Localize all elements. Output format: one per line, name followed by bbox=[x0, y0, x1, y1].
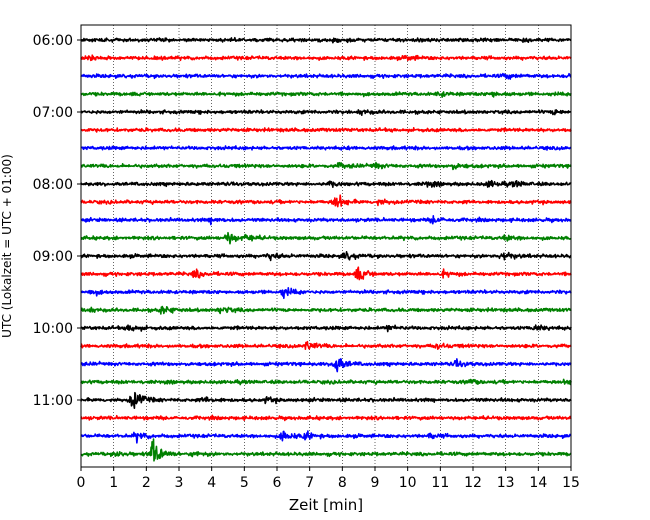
plot-frame bbox=[80, 24, 572, 468]
trace-0630 bbox=[80, 72, 572, 80]
y-tick-label-0700: 07:00 bbox=[33, 105, 73, 121]
x-tick-label-12: 12 bbox=[464, 475, 482, 491]
y-tick-label-1000: 10:00 bbox=[33, 321, 73, 337]
x-tick-label-6: 6 bbox=[273, 475, 282, 491]
trace-1130 bbox=[80, 430, 572, 444]
trace-0915 bbox=[80, 266, 572, 281]
trace-0645 bbox=[80, 91, 572, 98]
x-tick-label-4: 4 bbox=[207, 475, 216, 491]
x-tick-label-11: 11 bbox=[431, 475, 449, 491]
x-tick-label-0: 0 bbox=[77, 475, 86, 491]
x-tick-label-2: 2 bbox=[142, 475, 151, 491]
x-tick-label-1: 1 bbox=[109, 475, 118, 491]
trace-1115 bbox=[80, 414, 572, 422]
x-axis-label: Zeit [min] bbox=[289, 496, 363, 514]
x-axis-ticks: 0 1 2 3 4 5 6 7 8 9 10 11 12 13 14 15 bbox=[77, 467, 580, 491]
trace-0600 bbox=[80, 36, 572, 44]
x-tick-label-8: 8 bbox=[338, 475, 347, 491]
x-tick-label-5: 5 bbox=[240, 475, 249, 491]
y-axis-label: UTC (Lokalzeit = UTC + 01:00) bbox=[0, 154, 14, 338]
trace-0800 bbox=[80, 179, 572, 189]
trace-1030 bbox=[80, 358, 572, 373]
trace-0700 bbox=[80, 109, 572, 117]
trace-1015 bbox=[80, 340, 572, 351]
trace-1145 bbox=[80, 438, 572, 462]
trace-0745 bbox=[80, 161, 572, 171]
trace-0615 bbox=[80, 54, 572, 62]
x-tick-label-14: 14 bbox=[529, 475, 547, 491]
trace-1000 bbox=[80, 324, 572, 333]
trace-0900 bbox=[80, 251, 572, 262]
trace-0715 bbox=[80, 127, 572, 133]
trace-0730 bbox=[80, 145, 572, 151]
trace-0845 bbox=[80, 231, 572, 245]
y-tick-label-0800: 08:00 bbox=[33, 177, 73, 193]
trace-1045 bbox=[80, 378, 572, 386]
x-tick-label-10: 10 bbox=[399, 475, 417, 491]
x-tick-label-3: 3 bbox=[175, 475, 184, 491]
y-tick-label-1100: 11:00 bbox=[33, 393, 73, 409]
trace-1100 bbox=[80, 391, 572, 410]
x-tick-label-9: 9 bbox=[371, 475, 380, 491]
y-tick-label-0600: 06:00 bbox=[33, 33, 73, 49]
seismic-traces bbox=[80, 36, 572, 462]
x-tick-label-15: 15 bbox=[562, 475, 580, 491]
trace-0945 bbox=[80, 305, 572, 315]
trace-0815 bbox=[80, 194, 572, 208]
y-tick-label-0900: 09:00 bbox=[33, 249, 73, 265]
trace-0930 bbox=[80, 287, 572, 300]
y-axis-ticks: 06:00 07:00 08:00 09:00 10:00 11:00 bbox=[33, 33, 81, 409]
x-tick-label-7: 7 bbox=[305, 475, 314, 491]
x-tick-label-13: 13 bbox=[497, 475, 515, 491]
trace-0830 bbox=[80, 215, 572, 226]
